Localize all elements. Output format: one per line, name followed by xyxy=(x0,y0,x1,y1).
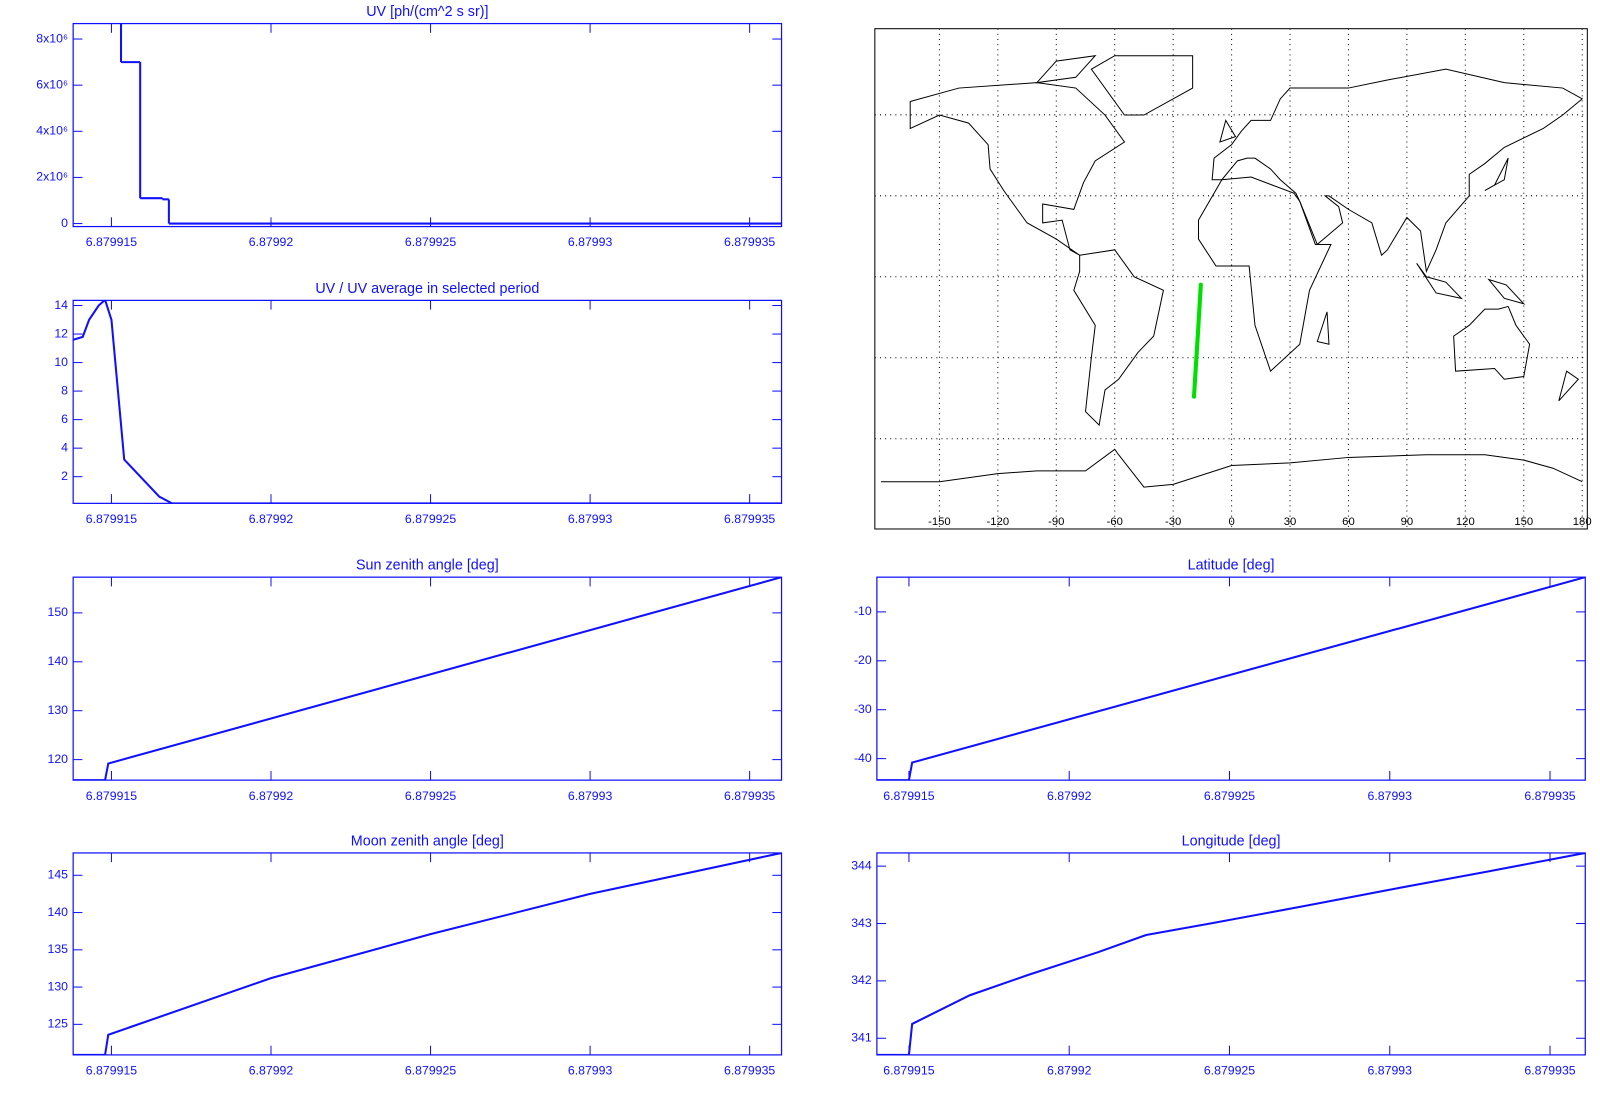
map-frame xyxy=(874,28,1588,530)
plot-frame xyxy=(72,299,783,504)
x-tick-label: 6.879935 xyxy=(1524,789,1575,803)
x-tick-label: 6.879915 xyxy=(883,789,934,803)
y-tick-label: 130 xyxy=(48,703,69,717)
x-tick-label: 6.879915 xyxy=(86,235,137,249)
x-tick-label: 6.879925 xyxy=(405,789,456,803)
y-tick-label: 145 xyxy=(48,868,69,882)
x-tick-label: 6.87992 xyxy=(249,1064,294,1078)
y-tick-label: 4x10⁶ xyxy=(36,124,68,138)
y-tick-label: 343 xyxy=(851,916,872,930)
x-tick-label: 6.879935 xyxy=(724,235,775,249)
y-tick-label: 12 xyxy=(54,326,68,340)
y-tick-label: 140 xyxy=(48,654,69,668)
x-tick-label: 6.87993 xyxy=(568,789,613,803)
x-tick-label: 6.879935 xyxy=(724,512,775,526)
x-tick-label: 6.879915 xyxy=(86,1064,137,1078)
chart-title: Moon zenith angle [deg] xyxy=(351,833,504,849)
y-tick-label: 135 xyxy=(48,942,69,956)
y-tick-label: 2 xyxy=(61,469,68,483)
x-tick-label: 6.879915 xyxy=(883,1064,934,1078)
y-tick-label: 150 xyxy=(48,605,69,619)
chart-title: UV [ph/(cm^2 s sr)] xyxy=(366,4,488,20)
data-line xyxy=(876,577,1586,781)
x-tick-label: 6.87992 xyxy=(1047,789,1092,803)
y-tick-label: 344 xyxy=(851,858,872,872)
chart-title: Sun zenith angle [deg] xyxy=(356,558,499,574)
y-tick-label: 342 xyxy=(851,973,872,987)
plot-area xyxy=(73,577,782,781)
x-tick-label: 6.879925 xyxy=(1204,789,1255,803)
y-tick-label: 140 xyxy=(48,905,69,919)
x-tick-label: 6.87993 xyxy=(568,235,613,249)
y-tick-label: 6x10⁶ xyxy=(36,77,68,91)
chart-title: UV / UV average in selected period xyxy=(315,281,539,297)
y-tick-label: 0 xyxy=(61,216,68,230)
y-tick-label: 14 xyxy=(54,298,68,312)
x-tick-label: 6.87992 xyxy=(249,789,294,803)
data-line xyxy=(73,577,782,781)
x-tick-label: 6.879925 xyxy=(405,1064,456,1078)
data-line xyxy=(73,300,782,504)
x-tick-label: 6.87993 xyxy=(568,512,613,526)
y-tick-label: -30 xyxy=(854,702,872,716)
x-tick-label: 6.87992 xyxy=(249,512,294,526)
x-tick-label: 6.879925 xyxy=(405,512,456,526)
plot-frame xyxy=(876,576,1586,781)
y-tick-label: 341 xyxy=(851,1031,872,1045)
chart-title: Latitude [deg] xyxy=(1188,558,1275,574)
x-tick-label: 6.87992 xyxy=(1047,1064,1092,1078)
x-tick-label: 6.879915 xyxy=(86,789,137,803)
y-tick-label: 8 xyxy=(61,383,68,397)
y-tick-label: 2x10⁶ xyxy=(36,170,68,184)
plot-frame xyxy=(72,576,783,781)
chart-title: Longitude [deg] xyxy=(1182,833,1281,849)
y-tick-label: -10 xyxy=(854,604,872,618)
x-tick-label: 6.879925 xyxy=(405,235,456,249)
y-tick-label: 10 xyxy=(54,355,68,369)
plot-area xyxy=(876,577,1586,781)
y-tick-label: 8x10⁶ xyxy=(36,31,68,45)
data-line xyxy=(876,852,1586,1055)
plot-area xyxy=(73,852,782,1055)
y-tick-label: -20 xyxy=(854,653,872,667)
plot-frame xyxy=(72,22,783,228)
x-tick-label: 6.879925 xyxy=(1204,1064,1255,1078)
plot-area xyxy=(73,300,782,504)
plot-frame xyxy=(876,852,1586,1056)
plot-area xyxy=(119,23,782,225)
y-tick-label: -40 xyxy=(854,751,872,765)
x-tick-label: 6.879915 xyxy=(86,512,137,526)
ground-track xyxy=(1191,282,1203,399)
plot-frame xyxy=(72,852,783,1056)
y-tick-label: 6 xyxy=(61,412,68,426)
y-tick-label: 120 xyxy=(48,752,69,766)
x-tick-label: 6.87993 xyxy=(1368,789,1413,803)
y-tick-label: 4 xyxy=(61,440,68,454)
x-tick-label: 6.87993 xyxy=(1368,1064,1413,1078)
x-tick-label: 6.879935 xyxy=(1524,1064,1575,1078)
data-line xyxy=(73,852,782,1055)
plot-area xyxy=(1191,282,1203,399)
coastlines xyxy=(881,56,1582,487)
x-tick-label: 6.879935 xyxy=(724,789,775,803)
plot-area xyxy=(876,852,1586,1055)
x-tick-label: 6.87992 xyxy=(249,235,294,249)
y-tick-label: 125 xyxy=(48,1017,69,1031)
x-tick-label: 6.87993 xyxy=(568,1064,613,1078)
x-tick-label: 6.879935 xyxy=(724,1064,775,1078)
y-tick-label: 130 xyxy=(48,979,69,993)
